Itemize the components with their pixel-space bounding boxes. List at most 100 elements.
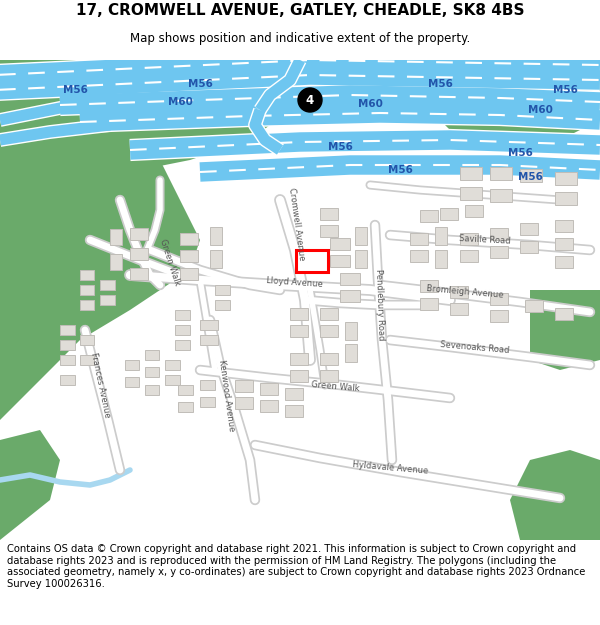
Bar <box>145 367 159 377</box>
Bar <box>420 280 438 292</box>
Bar <box>490 167 512 180</box>
Bar <box>60 375 75 385</box>
Bar <box>340 290 360 302</box>
Bar <box>340 273 360 285</box>
Bar <box>420 298 438 310</box>
Bar <box>130 228 148 240</box>
Bar <box>490 228 508 240</box>
Bar <box>410 233 428 245</box>
Bar <box>450 286 468 298</box>
Bar <box>345 344 357 362</box>
Bar <box>165 360 180 370</box>
Bar <box>450 303 468 315</box>
Bar <box>215 285 230 295</box>
Bar <box>100 280 115 290</box>
Bar <box>130 248 148 260</box>
Bar <box>178 402 193 412</box>
Bar <box>460 187 482 200</box>
Bar <box>145 350 159 360</box>
Text: Green Walk: Green Walk <box>310 381 359 394</box>
Bar <box>490 310 508 322</box>
Bar <box>200 380 215 390</box>
Bar <box>345 322 357 340</box>
Bar <box>490 246 508 258</box>
Bar <box>285 405 303 417</box>
Bar <box>490 189 512 202</box>
Bar <box>60 340 75 350</box>
Bar <box>80 355 94 365</box>
Bar <box>555 256 573 268</box>
Bar <box>320 370 338 382</box>
Bar <box>210 250 222 268</box>
Bar <box>320 225 338 237</box>
Bar <box>555 238 573 250</box>
Bar <box>555 172 577 185</box>
Bar <box>260 383 278 395</box>
Bar <box>465 205 483 217</box>
Bar <box>435 250 447 268</box>
Bar <box>290 370 308 382</box>
Bar <box>130 268 148 280</box>
Text: Lloyd Avenue: Lloyd Avenue <box>266 276 323 289</box>
Bar <box>330 238 350 250</box>
Bar <box>355 227 367 245</box>
Bar <box>200 397 215 407</box>
Bar <box>60 355 75 365</box>
Bar <box>110 229 122 245</box>
Bar <box>520 223 538 235</box>
Bar <box>460 233 478 245</box>
Text: Frances Avenue: Frances Avenue <box>89 351 112 419</box>
Bar <box>410 250 428 262</box>
Text: Map shows position and indicative extent of the property.: Map shows position and indicative extent… <box>130 32 470 44</box>
Bar <box>210 227 222 245</box>
Text: M60: M60 <box>358 99 382 109</box>
Bar <box>175 325 190 335</box>
Bar <box>520 169 542 182</box>
Bar <box>125 377 139 387</box>
Bar <box>460 167 482 180</box>
Text: Green Walk: Green Walk <box>158 238 182 286</box>
Text: M56: M56 <box>428 79 452 89</box>
Bar <box>145 385 159 395</box>
Text: Saville Road: Saville Road <box>459 234 511 246</box>
Bar <box>555 220 573 232</box>
Bar <box>290 308 308 320</box>
Bar <box>200 320 218 330</box>
Text: Hyldavale Avenue: Hyldavale Avenue <box>352 460 428 476</box>
Text: Contains OS data © Crown copyright and database right 2021. This information is : Contains OS data © Crown copyright and d… <box>7 544 586 589</box>
Text: M56: M56 <box>328 142 352 152</box>
Bar <box>320 353 338 365</box>
Text: M60: M60 <box>527 105 553 115</box>
Bar <box>178 385 193 395</box>
Bar <box>290 353 308 365</box>
Text: Sevenoaks Road: Sevenoaks Road <box>440 341 510 356</box>
Bar <box>490 293 508 305</box>
Text: Cromwell Avenue: Cromwell Avenue <box>287 187 307 261</box>
Polygon shape <box>0 60 310 170</box>
Polygon shape <box>430 60 600 150</box>
Bar <box>110 254 122 270</box>
Bar <box>165 375 180 385</box>
Bar <box>260 400 278 412</box>
Bar <box>355 250 367 268</box>
Text: 17, CROMWELL AVENUE, GATLEY, CHEADLE, SK8 4BS: 17, CROMWELL AVENUE, GATLEY, CHEADLE, SK… <box>76 3 524 18</box>
Bar <box>100 295 115 305</box>
Bar <box>175 340 190 350</box>
Polygon shape <box>510 450 600 540</box>
Bar <box>125 360 139 370</box>
Text: Pendlebury Road: Pendlebury Road <box>374 269 386 341</box>
Bar <box>80 300 94 310</box>
Bar <box>525 300 543 312</box>
Text: Kenwood Avenue: Kenwood Avenue <box>218 359 236 431</box>
Bar <box>555 192 577 205</box>
Bar <box>520 241 538 253</box>
Bar <box>320 208 338 220</box>
Bar <box>180 250 198 262</box>
Circle shape <box>298 88 322 112</box>
Bar <box>60 325 75 335</box>
Polygon shape <box>0 60 200 540</box>
Polygon shape <box>530 290 600 370</box>
Bar <box>175 310 190 320</box>
Text: M56: M56 <box>62 85 88 95</box>
Bar <box>200 335 218 345</box>
